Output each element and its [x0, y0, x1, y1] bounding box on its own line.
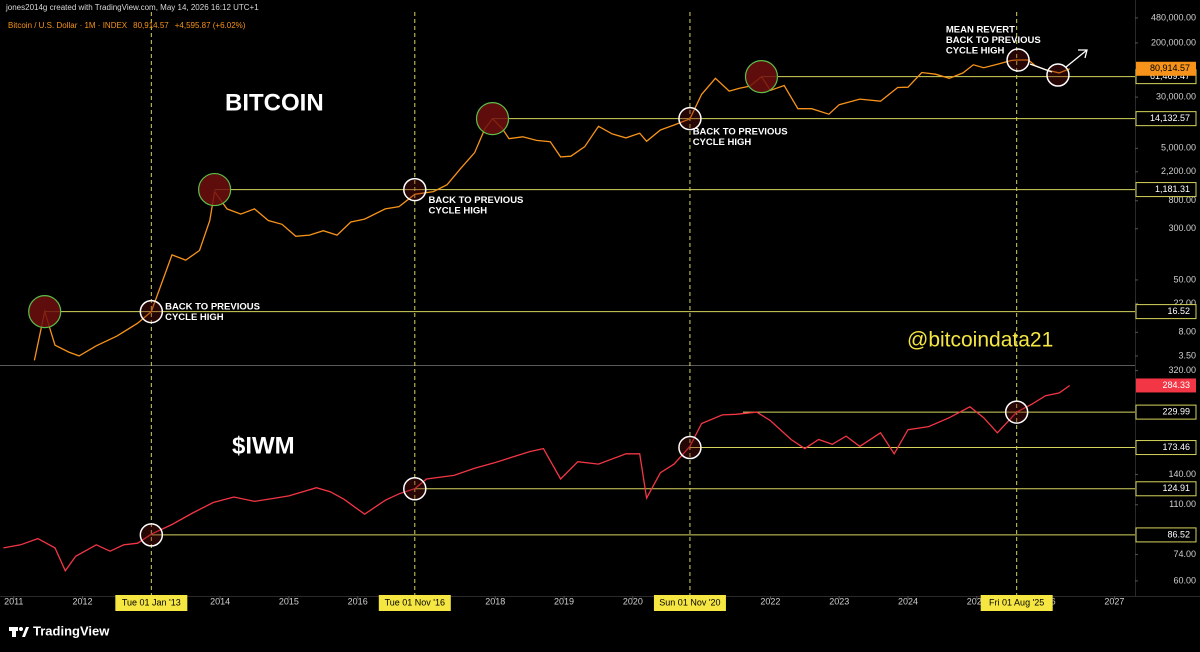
y-tick-label: 50.00 — [1173, 274, 1196, 284]
brand-logo — [9, 627, 29, 637]
retest-circle — [1004, 400, 1029, 424]
legend-symbol: Bitcoin / U.S. Dollar · 1M · INDEX — [8, 21, 128, 30]
x-tick-label: 2020 — [623, 596, 643, 606]
panel-title: $IWM — [232, 432, 295, 459]
annotation: CYCLE HIGH — [693, 137, 752, 148]
annotation: CYCLE HIGH — [165, 312, 224, 323]
date-marker-box — [115, 595, 188, 611]
level-box — [1135, 527, 1197, 543]
level-label: 1,181.31 — [1155, 184, 1190, 194]
annotation: BACK TO PREVIOUS — [693, 126, 788, 137]
brand: TradingView — [33, 623, 110, 638]
x-tick-label: 2011 — [4, 596, 23, 606]
level-label: 173.46 — [1162, 442, 1190, 452]
x-tick-label: 2014 — [210, 596, 230, 606]
legend-change: +4,595.87 (+6.02%) — [175, 21, 246, 30]
annotation: BACK TO PREVIOUS — [946, 35, 1041, 46]
date-marker-label: Fri 01 Aug '25 — [989, 597, 1044, 607]
last-price-label: 80,914.57 — [1150, 63, 1190, 73]
x-tick-label: 2025 — [967, 596, 987, 606]
arrow-line — [1065, 49, 1088, 68]
y-tick-label: 60.00 — [1173, 575, 1196, 585]
cycle-high-circle — [28, 295, 62, 329]
retest-circle — [1046, 63, 1070, 87]
date-marker-box — [378, 595, 451, 611]
x-tick-label: 2027 — [1104, 596, 1124, 606]
x-tick-label: 2012 — [73, 596, 93, 606]
level-label: 16.52 — [1167, 306, 1190, 316]
level-box — [1135, 111, 1197, 127]
retest-circle — [678, 435, 702, 460]
retest-circle — [403, 177, 427, 202]
annotation: CYCLE HIGH — [429, 206, 488, 217]
x-tick-label: 2016 — [348, 596, 368, 606]
data-layer — [3, 48, 1071, 573]
level-box — [1135, 481, 1197, 497]
y-tick-label: 2,200.00 — [1161, 166, 1196, 176]
level-label: 86.52 — [1167, 529, 1190, 539]
level-box — [1135, 182, 1197, 198]
marker-layer — [13, 12, 1138, 599]
last-price-box — [1136, 61, 1196, 76]
annotation: BACK TO PREVIOUS — [165, 301, 260, 312]
header: jones2014g created with TradingView.com,… — [5, 3, 259, 12]
date-marker-label: Sun 01 Nov '20 — [659, 597, 720, 607]
retest-circle — [403, 477, 427, 501]
date-marker-box — [653, 595, 726, 611]
x-tick-label: 2018 — [485, 596, 505, 606]
credit: @bitcoindata21 — [907, 329, 1053, 352]
y-tick-label: 5,000.00 — [1161, 143, 1196, 153]
retest-circle — [139, 523, 164, 547]
x-tick-label: 2015 — [279, 596, 299, 606]
arrow-line — [1029, 63, 1053, 73]
x-tick-label: 2019 — [554, 596, 574, 606]
y-tick-label: 480,000.00 — [1151, 12, 1196, 22]
y-tick-label: 22.00 — [1173, 298, 1196, 308]
y-tick-label: 200,000.00 — [1151, 37, 1196, 47]
cycle-high-circle — [475, 102, 510, 136]
annotation: BACK TO PREVIOUS — [429, 195, 524, 206]
last-price-box — [1136, 378, 1196, 393]
x-tick-label: 2023 — [829, 596, 849, 606]
cycle-high-circle — [744, 60, 779, 94]
level-box — [1135, 440, 1197, 456]
y-tick-label: 800.00 — [1168, 195, 1196, 205]
level-label: 124.91 — [1162, 483, 1190, 493]
date-marker-box — [980, 595, 1053, 611]
level-label: 229.99 — [1162, 406, 1190, 416]
date-marker-label: Tue 01 Nov '16 — [385, 597, 445, 607]
retest-circle — [1006, 48, 1030, 72]
retest-circle — [678, 106, 702, 131]
y-tick-label: 74.00 — [1173, 549, 1196, 559]
y-tick-label: 30,000.00 — [1156, 92, 1196, 102]
y-tick-label: 3.50 — [1178, 350, 1196, 360]
y-tick-label: 8.00 — [1178, 327, 1196, 337]
level-label: 14,132.57 — [1150, 113, 1190, 123]
y-tick-label: 320.00 — [1168, 365, 1196, 375]
date-marker-label: Tue 01 Jan '13 — [122, 597, 181, 607]
last-price-label: 284.33 — [1162, 380, 1190, 390]
text-layer: jones2014g created with TradingView.com,… — [4, 3, 1197, 638]
retest-circle — [139, 299, 164, 324]
level-box — [1135, 404, 1197, 420]
legend: Bitcoin / U.S. Dollar · 1M · INDEX 80,914… — [8, 21, 246, 30]
annotation: CYCLE HIGH — [946, 45, 1005, 56]
level-label: 61,469.47 — [1150, 71, 1190, 81]
panel-title: BITCOIN — [225, 89, 324, 116]
y-tick-label: 300.00 — [1168, 223, 1196, 233]
cycle-high-circle — [198, 172, 232, 207]
x-tick-label: 2022 — [760, 596, 780, 606]
y-tick-label: 110.00 — [1169, 499, 1196, 509]
arrow-head — [1078, 49, 1088, 59]
x-tick-label: 2024 — [898, 596, 918, 606]
y-tick-label: 140.00 — [1168, 469, 1196, 479]
level-box — [1135, 304, 1197, 320]
annotation: MEAN REVERT — [946, 24, 1015, 35]
legend-value: 80,914.57 — [133, 21, 169, 30]
